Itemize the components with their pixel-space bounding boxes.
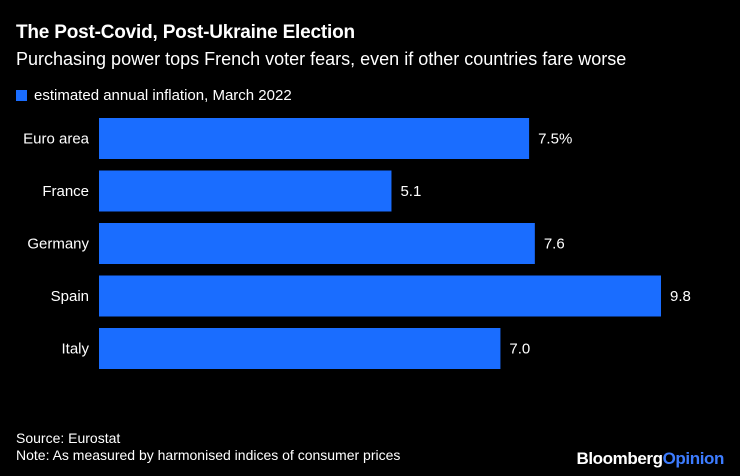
legend: estimated annual inflation, March 2022 bbox=[16, 86, 292, 104]
brand-logo: BloombergOpinion bbox=[576, 449, 724, 469]
category-label: Spain bbox=[51, 288, 89, 305]
chart-subtitle: Purchasing power tops French voter fears… bbox=[16, 49, 627, 69]
brand-main: Bloomberg bbox=[576, 449, 663, 468]
value-label: 7.0 bbox=[509, 341, 530, 358]
value-label: 5.1 bbox=[400, 183, 421, 200]
bar bbox=[99, 275, 661, 317]
bar bbox=[99, 223, 535, 264]
legend-swatch bbox=[16, 89, 27, 101]
brand-accent: Opinion bbox=[662, 449, 725, 468]
category-label: Euro area bbox=[23, 131, 90, 148]
methodology-note: Note: As measured by harmonised indices … bbox=[16, 447, 401, 463]
chart-title: The Post-Covid, Post-Ukraine Election bbox=[16, 22, 355, 43]
bar bbox=[99, 118, 530, 159]
bar bbox=[99, 170, 392, 212]
value-label: 7.5% bbox=[538, 131, 572, 148]
value-label: 7.6 bbox=[544, 236, 565, 253]
value-label: 9.8 bbox=[670, 288, 691, 305]
category-label: France bbox=[42, 183, 89, 200]
source-note: Source: Eurostat bbox=[16, 430, 121, 446]
bar bbox=[99, 328, 501, 369]
category-label: Germany bbox=[27, 236, 89, 253]
category-label: Italy bbox=[61, 341, 89, 358]
bar-chart: Euro area 7.5% France 5.1 Germany 7.6 Spain 9.8… bbox=[23, 118, 691, 369]
legend-label: estimated annual inflation, March 2022 bbox=[34, 86, 292, 104]
